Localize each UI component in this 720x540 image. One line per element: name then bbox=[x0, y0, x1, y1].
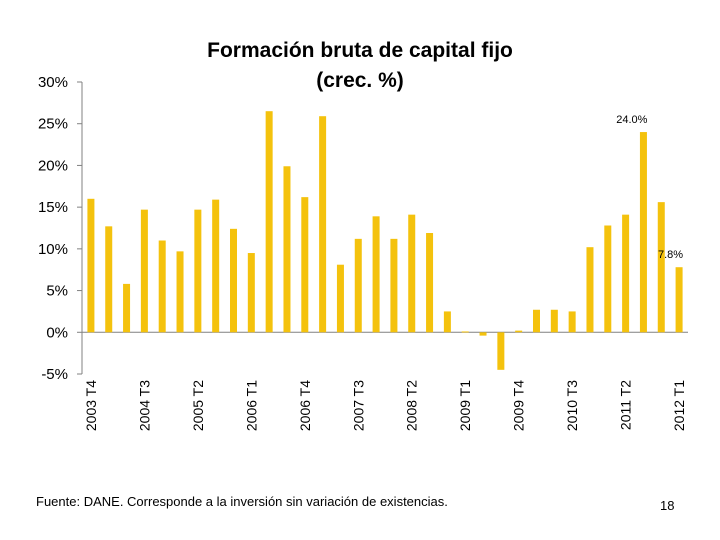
bar bbox=[461, 331, 469, 333]
y-tick-label: 30% bbox=[38, 74, 68, 91]
bar bbox=[247, 253, 255, 333]
page-number: 18 bbox=[660, 498, 675, 513]
bar bbox=[675, 267, 683, 333]
chart-title-line2: (crec. %) bbox=[316, 69, 404, 92]
data-label: 24.0% bbox=[616, 114, 647, 126]
bar bbox=[657, 202, 665, 333]
x-tick-label: 2008 T2 bbox=[404, 380, 420, 431]
bar bbox=[265, 111, 273, 333]
bar bbox=[479, 332, 487, 336]
x-tick-label: 2011 T2 bbox=[618, 380, 634, 430]
bar bbox=[105, 226, 113, 333]
x-tick-label: 2007 T3 bbox=[350, 380, 366, 431]
bar bbox=[301, 197, 309, 333]
y-tick-label: 0% bbox=[46, 324, 68, 341]
bar bbox=[158, 240, 166, 333]
bar bbox=[622, 214, 630, 333]
bar bbox=[390, 238, 398, 333]
bar bbox=[354, 238, 362, 333]
bar bbox=[372, 216, 380, 333]
bar bbox=[586, 247, 594, 333]
x-tick-label: 2006 T4 bbox=[297, 380, 313, 431]
chart-title-line1: Formación bruta de capital fijo bbox=[207, 39, 513, 62]
y-tick-label: 5% bbox=[46, 283, 68, 300]
data-label: 7.8% bbox=[658, 249, 683, 261]
chart-title: Formación bruta de capital fijo (crec. %… bbox=[150, 36, 570, 96]
y-tick-label: 10% bbox=[38, 241, 68, 258]
x-tick-label: 2009 T1 bbox=[457, 380, 473, 431]
bar bbox=[123, 283, 131, 333]
bar bbox=[194, 209, 202, 333]
bar bbox=[319, 116, 327, 333]
y-tick-label: 25% bbox=[38, 116, 68, 133]
y-tick-label: 15% bbox=[38, 199, 68, 216]
bar bbox=[515, 330, 523, 333]
x-tick-label: 2006 T1 bbox=[243, 380, 259, 431]
bar bbox=[443, 311, 451, 333]
x-tick-label: 2003 T4 bbox=[83, 380, 99, 431]
bar bbox=[568, 311, 576, 333]
bar bbox=[140, 209, 148, 333]
bar bbox=[212, 199, 220, 333]
bar bbox=[336, 264, 344, 333]
x-tick-label: 2005 T2 bbox=[190, 380, 206, 431]
bar bbox=[639, 132, 647, 333]
x-tick-label: 2004 T3 bbox=[136, 380, 152, 431]
bar bbox=[533, 309, 540, 333]
x-tick-label: 2009 T4 bbox=[511, 380, 527, 431]
bar bbox=[497, 332, 505, 370]
bar bbox=[176, 251, 184, 333]
bar bbox=[408, 214, 416, 333]
y-tick-label: -5% bbox=[41, 366, 68, 383]
bar bbox=[550, 309, 558, 333]
bar bbox=[604, 225, 612, 333]
source-note: Fuente: DANE. Corresponde a la inversión… bbox=[36, 494, 448, 509]
bar bbox=[87, 198, 95, 333]
y-tick-label: 20% bbox=[38, 157, 68, 174]
x-tick-label: 2012 T1 bbox=[671, 380, 687, 431]
bar bbox=[230, 228, 237, 333]
bar bbox=[283, 166, 291, 333]
x-tick-label: 2010 T3 bbox=[564, 380, 580, 431]
bar bbox=[426, 233, 434, 333]
